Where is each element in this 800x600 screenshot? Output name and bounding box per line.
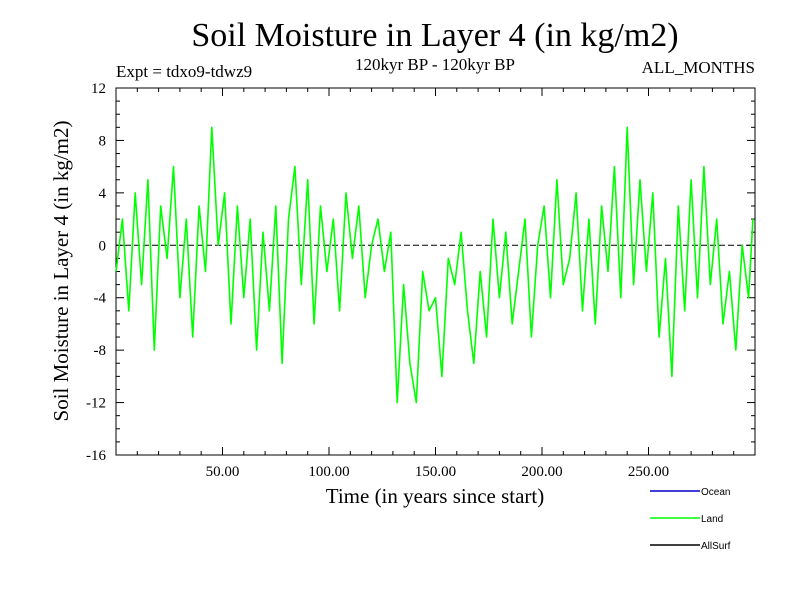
y-tick-label: -16	[86, 448, 106, 464]
period-label: 120kyr BP - 120kyr BP	[355, 55, 515, 74]
y-tick-label: -12	[86, 396, 106, 412]
y-tick-label: -4	[94, 291, 107, 307]
y-axis-label: Soil Moisture in Layer 4 (in kg/m2)	[49, 121, 73, 422]
y-tick-label: 12	[91, 81, 106, 97]
series-line-land	[115, 126, 754, 404]
legend-label-land: Land	[701, 514, 723, 525]
y-tick-label: 0	[99, 238, 107, 254]
experiment-label: Expt = tdxo9-tdwz9	[116, 62, 252, 81]
chart-title: Soil Moisture in Layer 4 (in kg/m2)	[191, 17, 678, 54]
x-tick-label: 50.00	[206, 464, 240, 480]
axis-ticks	[116, 87, 755, 456]
x-axis-label: Time (in years since start)	[326, 484, 545, 508]
legend-label-allsurf: AllSurf	[701, 541, 731, 552]
series-layer	[115, 126, 754, 404]
months-label: ALL_MONTHS	[642, 58, 755, 77]
x-tick-label: 100.00	[308, 464, 349, 480]
y-tick-label: -8	[94, 343, 107, 359]
x-tick-label: 250.00	[628, 464, 669, 480]
legend: Ocean Land AllSurf	[650, 487, 731, 552]
legend-label-ocean: Ocean	[701, 487, 730, 498]
tick-labels: 50.00 100.00 150.00 200.00 250.00 -16 -12 -8 -4 0…	[86, 81, 669, 480]
x-tick-label: 200.00	[521, 464, 562, 480]
y-tick-label: 4	[99, 186, 107, 202]
x-tick-label: 150.00	[415, 464, 456, 480]
y-tick-label: 8	[99, 133, 107, 149]
